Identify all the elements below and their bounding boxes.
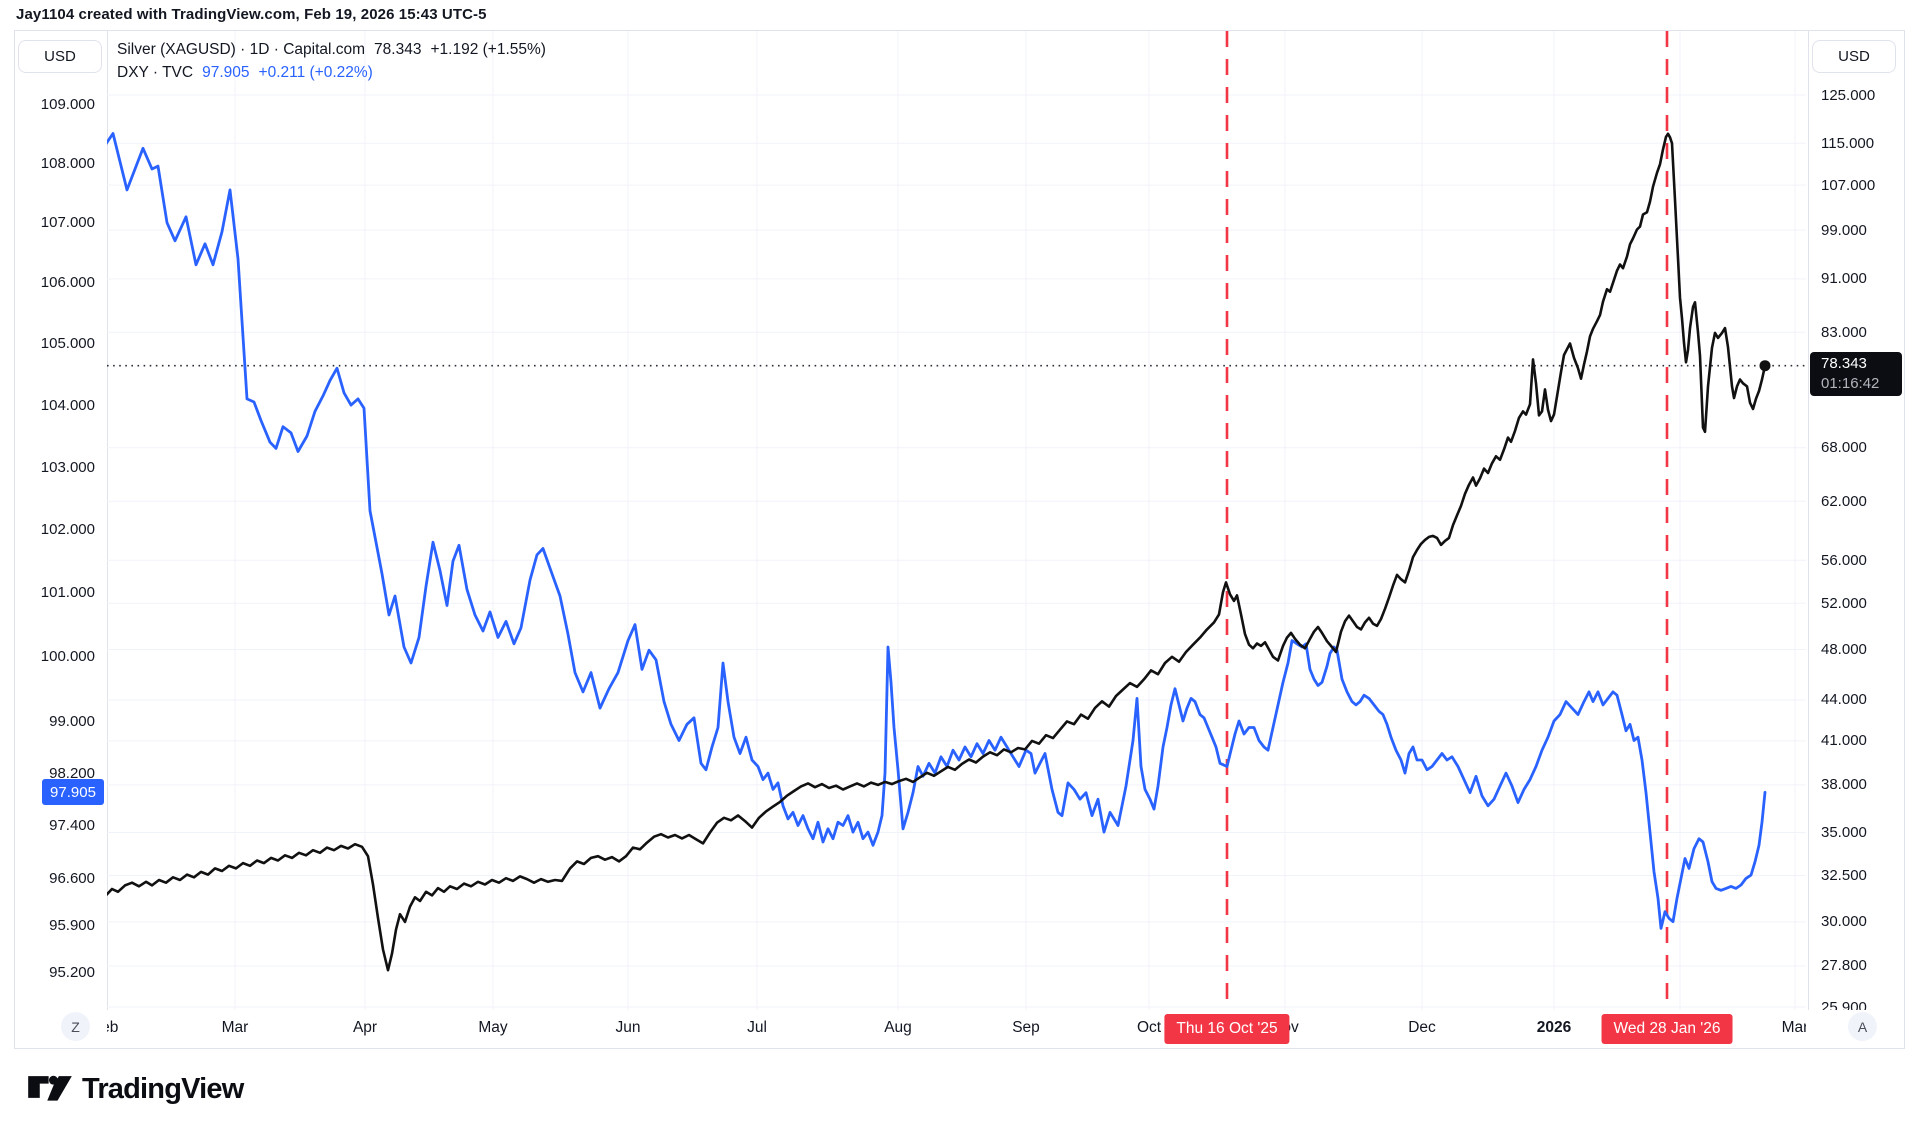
legend-dxy-symbol: DXY · TVC [117,64,194,81]
time-axis-label: Jun [615,1019,641,1036]
right-axis-tick: 83.000 [1821,323,1867,341]
right-pane-divider [1808,31,1809,1048]
time-axis-label: Oct [1136,1019,1162,1036]
right-axis-tick: 91.000 [1821,270,1867,288]
left-axis-tick: 96.600 [49,869,95,887]
right-scale-currency-label: USD [1838,48,1870,65]
legend-dxy-price: 97.905 [202,64,250,81]
left-scale-currency-label: USD [44,48,76,65]
left-axis-tick: 95.900 [49,916,95,934]
left-axis-tick: 100.000 [40,648,95,666]
left-axis-tick: 102.000 [40,521,95,539]
legend-dxy-change: +0.211 (+0.22%) [258,64,373,81]
right-axis-tick: 44.000 [1821,691,1867,709]
right-axis-tick: 68.000 [1821,439,1867,457]
silver-price-badge-value: 78.343 [1821,354,1867,372]
event-date-badge: Wed 28 Jan '26 [1601,1014,1733,1044]
chart-card [14,30,1905,1049]
tradingview-logo-text: TradingView [82,1073,244,1105]
auto-scale-button[interactable]: A [1848,1012,1877,1041]
left-axis-tick: 103.000 [40,458,95,476]
attribution-text: Jay1104 created with TradingView.com, Fe… [16,6,487,23]
left-axis-tick: 108.000 [40,154,95,172]
left-axis-tick: 101.000 [40,584,95,602]
right-axis-tick: 35.000 [1821,824,1867,842]
dxy-price-badge: 97.905 [42,779,104,806]
legend-silver-symbol: Silver (XAGUSD) · 1D · Capital.com [117,41,366,58]
time-axis-label: Aug [884,1019,912,1036]
left-axis-tick: 104.000 [40,396,95,414]
legend-row-silver[interactable]: Silver (XAGUSD) · 1D · Capital.com 78.34… [117,38,546,61]
right-axis-tick: 38.000 [1821,776,1867,794]
left-axis-tick: 107.000 [40,214,95,232]
time-axis-label: Feb [107,1019,119,1036]
left-axis-tick: 109.000 [40,95,95,113]
right-axis-tick: 48.000 [1821,641,1867,659]
silver-price-badge: 78.343 01:16:42 [1810,351,1902,396]
time-axis-label: Jul [747,1019,767,1036]
right-axis-tick: 125.000 [1821,86,1876,104]
timezone-button[interactable]: Z [61,1012,90,1041]
left-axis-tick: 99.000 [49,712,95,730]
right-axis-tick: 32.500 [1821,866,1867,884]
right-axis-tick: 99.000 [1821,221,1867,239]
right-axis-tick: 41.000 [1821,732,1867,750]
right-axis-tick: 56.000 [1821,551,1867,569]
left-axis-tick: 106.000 [40,274,95,292]
right-axis-tick: 52.000 [1821,594,1867,612]
legend-row-dxy[interactable]: DXY · TVC 97.905 +0.211 (+0.22%) [117,61,546,84]
time-axis-label: Mar [221,1019,249,1036]
tradingview-logo[interactable]: TradingView [28,1072,244,1107]
tradingview-logo-icon [28,1072,72,1107]
left-axis-tick: 97.400 [49,817,95,834]
legend: Silver (XAGUSD) · 1D · Capital.com 78.34… [117,38,546,84]
time-axis-label: 2026 [1536,1019,1572,1036]
left-axis-tick: 98.200 [49,764,95,782]
dxy-price-badge-value: 97.905 [50,783,96,801]
left-pane-divider [107,31,108,1048]
time-axis-label: Mar [1781,1019,1806,1036]
right-price-axis[interactable]: 78.343 01:16:42 125.000 115.000 107.000 99.… [1808,31,1904,1015]
timezone-button-label: Z [71,1018,80,1035]
time-axis-label: Dec [1408,1019,1436,1036]
left-scale-currency-button[interactable]: USD [18,40,102,73]
right-axis-tick: 30.000 [1821,913,1867,931]
auto-scale-button-label: A [1857,1018,1868,1035]
right-axis-tick: 115.000 [1821,134,1875,152]
left-price-axis[interactable]: 97.905 109.000 108.000 107.000 106.000 105.0… [15,31,106,1010]
right-scale-currency-button[interactable]: USD [1812,40,1896,73]
time-axis-label: Apr [352,1019,378,1036]
right-axis-tick: 27.800 [1821,957,1867,975]
right-axis-tick: 107.000 [1821,176,1876,194]
left-axis-tick: 95.200 [49,963,95,981]
time-labels: FebMarAprMayJunJulAugSepOctNovDec2026Feb… [107,1010,1806,1048]
bar-countdown-timer: 01:16:42 [1821,374,1880,392]
time-axis[interactable]: FebMarAprMayJunJulAugSepOctNovDec2026Feb… [15,1010,1904,1048]
right-axis-tick: 62.000 [1821,492,1867,510]
legend-silver-change: +1.192 (+1.55%) [430,41,546,58]
time-axis-label: Sep [1012,1019,1040,1036]
legend-silver-price: 78.343 [374,41,422,58]
time-axis-label: May [478,1019,508,1036]
left-axis-tick: 105.000 [40,335,95,353]
event-date-badge: Thu 16 Oct '25 [1164,1014,1290,1044]
